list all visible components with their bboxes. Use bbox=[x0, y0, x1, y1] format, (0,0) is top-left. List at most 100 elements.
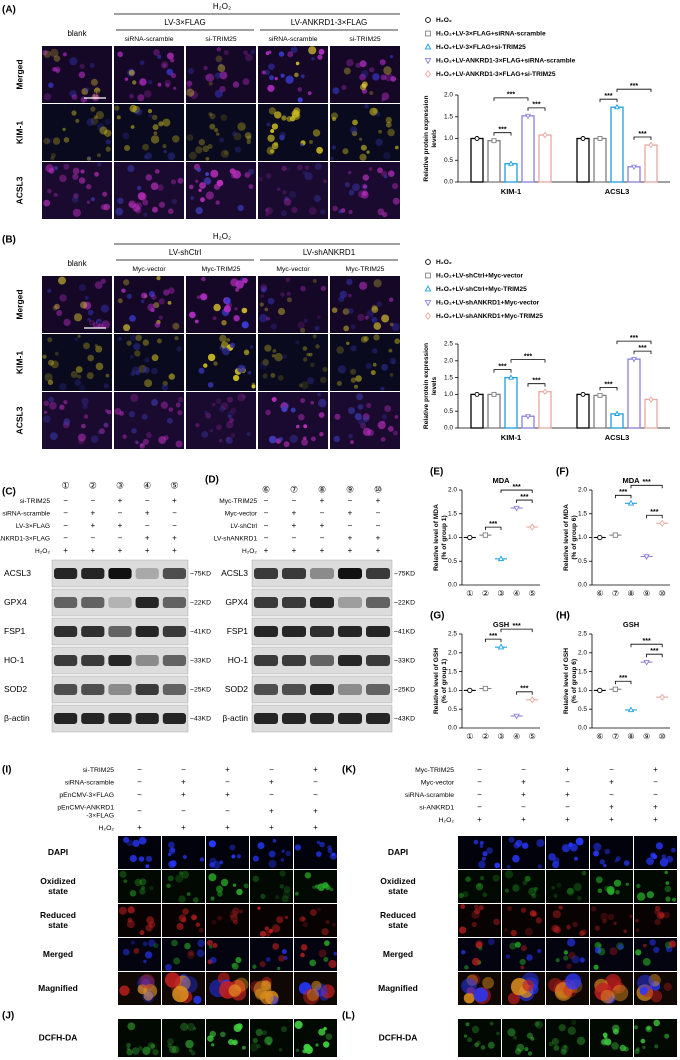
y-tick-label: 0.0 bbox=[448, 582, 457, 589]
cell bbox=[199, 182, 206, 189]
bar bbox=[576, 393, 590, 429]
cell bbox=[320, 984, 335, 999]
cell bbox=[95, 111, 104, 120]
cell bbox=[276, 916, 284, 924]
condition-sign: − bbox=[565, 803, 570, 812]
size-label: ~41KD bbox=[394, 628, 415, 635]
cell bbox=[209, 123, 216, 130]
cell bbox=[186, 80, 193, 87]
cell bbox=[303, 424, 308, 429]
blot-band bbox=[310, 568, 334, 579]
cell bbox=[71, 196, 79, 203]
cell bbox=[228, 1039, 234, 1045]
x-tick-label: KIM-1 bbox=[501, 433, 521, 442]
cell bbox=[593, 964, 599, 970]
cell bbox=[72, 167, 80, 175]
blot-band bbox=[338, 568, 362, 579]
cell bbox=[268, 63, 275, 70]
cell bbox=[380, 386, 385, 391]
cell bbox=[270, 323, 277, 330]
cell bbox=[287, 51, 294, 58]
condition-label: -3×FLAG bbox=[86, 812, 114, 819]
cell bbox=[329, 852, 337, 860]
x-tick-label: ④ bbox=[513, 589, 520, 598]
x-tick-label: ⑥ bbox=[596, 732, 603, 741]
cell bbox=[299, 916, 306, 922]
dot-point bbox=[659, 693, 665, 701]
condition-label: siRNA-scramble bbox=[65, 779, 114, 786]
condition-sign: − bbox=[63, 496, 68, 505]
blot-band bbox=[108, 684, 132, 695]
y-tick-label: 0.0 bbox=[444, 179, 453, 186]
cell bbox=[646, 891, 655, 899]
cell bbox=[205, 73, 215, 82]
x-tick-label: ⑤ bbox=[529, 732, 536, 741]
bar bbox=[610, 106, 624, 183]
panel-label: (C) bbox=[2, 487, 16, 498]
row-label: Oxidized bbox=[380, 876, 415, 886]
cell bbox=[665, 896, 671, 902]
cell bbox=[262, 1030, 268, 1036]
cell bbox=[281, 895, 289, 903]
cell bbox=[55, 68, 60, 74]
significance-bracket bbox=[493, 132, 512, 136]
cell bbox=[97, 162, 102, 167]
cell bbox=[310, 909, 317, 916]
cell bbox=[362, 427, 372, 436]
cell bbox=[210, 896, 215, 901]
cell bbox=[280, 858, 285, 862]
cell bbox=[615, 890, 620, 895]
significance-bracket bbox=[616, 88, 652, 93]
bar-point bbox=[614, 410, 620, 416]
column-label: Myc-vector bbox=[132, 266, 166, 273]
cell bbox=[127, 1022, 136, 1031]
cell bbox=[602, 918, 607, 924]
row-label: Reduced bbox=[380, 910, 416, 920]
cell bbox=[175, 874, 184, 883]
cell bbox=[623, 929, 627, 933]
cell bbox=[214, 72, 222, 79]
significance-bracket bbox=[599, 98, 618, 103]
cell bbox=[597, 888, 603, 894]
scale-bar-label: 50 μm bbox=[88, 320, 102, 326]
cell bbox=[472, 957, 480, 966]
lane-number: ② bbox=[89, 480, 97, 490]
cell bbox=[563, 955, 569, 961]
cell bbox=[158, 121, 164, 127]
cell bbox=[87, 156, 91, 161]
cell bbox=[348, 210, 353, 214]
bar bbox=[538, 134, 552, 183]
panel-label: (F) bbox=[556, 467, 569, 478]
cell bbox=[354, 413, 362, 421]
cell bbox=[507, 1028, 516, 1037]
condition-sign: − bbox=[63, 509, 68, 518]
cell bbox=[553, 1045, 560, 1051]
cell bbox=[318, 412, 325, 418]
cell bbox=[264, 307, 269, 312]
cell bbox=[314, 325, 320, 331]
condition-sign: − bbox=[264, 496, 269, 505]
condition-sign: + bbox=[292, 521, 297, 530]
bar-point bbox=[491, 391, 497, 397]
cell bbox=[70, 371, 78, 378]
x-tick-label: ACSL3 bbox=[605, 187, 630, 196]
condition-sign: − bbox=[269, 790, 274, 799]
cell bbox=[227, 410, 234, 418]
cell bbox=[373, 279, 382, 288]
cell bbox=[146, 432, 152, 439]
y-tick-label: 1.0 bbox=[444, 135, 453, 142]
condition-sign: + bbox=[653, 815, 658, 824]
cell bbox=[173, 957, 181, 965]
cell bbox=[242, 78, 250, 85]
cell bbox=[167, 152, 176, 161]
cell bbox=[208, 112, 213, 116]
cell bbox=[664, 1033, 670, 1039]
condition-sign: + bbox=[477, 815, 482, 824]
cell bbox=[663, 911, 670, 919]
cell bbox=[623, 860, 630, 866]
cell bbox=[334, 413, 341, 420]
cell bbox=[229, 914, 233, 919]
cell bbox=[97, 123, 105, 131]
significance-label: *** bbox=[604, 381, 612, 388]
cell bbox=[565, 973, 582, 990]
